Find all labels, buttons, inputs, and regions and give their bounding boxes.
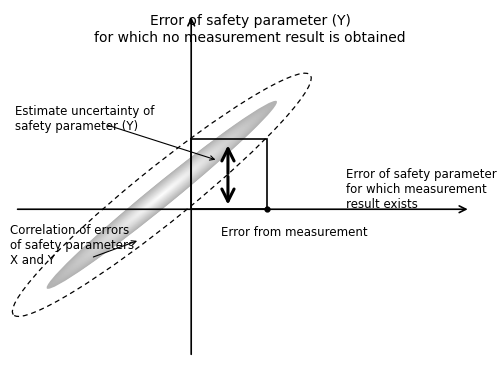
Ellipse shape xyxy=(58,110,266,279)
Text: Error from measurement: Error from measurement xyxy=(220,226,367,239)
Ellipse shape xyxy=(78,127,245,263)
Ellipse shape xyxy=(70,120,254,270)
Ellipse shape xyxy=(136,174,188,216)
Ellipse shape xyxy=(46,101,277,289)
Ellipse shape xyxy=(150,185,174,204)
Ellipse shape xyxy=(122,162,202,228)
Ellipse shape xyxy=(139,176,185,214)
Ellipse shape xyxy=(153,188,170,202)
Ellipse shape xyxy=(92,138,231,251)
Bar xyxy=(191,139,267,209)
Ellipse shape xyxy=(96,141,228,249)
Text: Correlation of errors
of safety parameters
X and Y: Correlation of errors of safety paramete… xyxy=(10,224,134,267)
Ellipse shape xyxy=(159,192,164,197)
Ellipse shape xyxy=(124,164,199,225)
Ellipse shape xyxy=(52,106,271,284)
Ellipse shape xyxy=(50,103,274,287)
Ellipse shape xyxy=(110,152,214,237)
Ellipse shape xyxy=(148,183,176,206)
Ellipse shape xyxy=(87,134,236,256)
Ellipse shape xyxy=(142,178,182,211)
Ellipse shape xyxy=(90,136,234,254)
Ellipse shape xyxy=(156,190,168,199)
Ellipse shape xyxy=(81,129,242,261)
Ellipse shape xyxy=(102,145,222,244)
Ellipse shape xyxy=(64,115,260,275)
Ellipse shape xyxy=(61,113,262,277)
Ellipse shape xyxy=(67,117,257,272)
Text: Estimate uncertainty of
safety parameter (Y): Estimate uncertainty of safety parameter… xyxy=(15,105,154,133)
Ellipse shape xyxy=(113,155,211,235)
Ellipse shape xyxy=(133,171,190,218)
Ellipse shape xyxy=(144,181,179,209)
Ellipse shape xyxy=(84,131,239,258)
Ellipse shape xyxy=(55,108,268,282)
Text: Error of safety parameter (X)
for which measurement
result exists: Error of safety parameter (X) for which … xyxy=(346,168,500,211)
Ellipse shape xyxy=(116,157,208,233)
Ellipse shape xyxy=(104,148,220,242)
Text: Error of safety parameter (Y)
for which no measurement result is obtained: Error of safety parameter (Y) for which … xyxy=(94,14,406,45)
Ellipse shape xyxy=(98,143,225,247)
Ellipse shape xyxy=(72,122,251,268)
Ellipse shape xyxy=(107,150,216,240)
Ellipse shape xyxy=(127,167,196,223)
Ellipse shape xyxy=(76,124,248,265)
Ellipse shape xyxy=(118,160,205,230)
Ellipse shape xyxy=(130,169,194,221)
